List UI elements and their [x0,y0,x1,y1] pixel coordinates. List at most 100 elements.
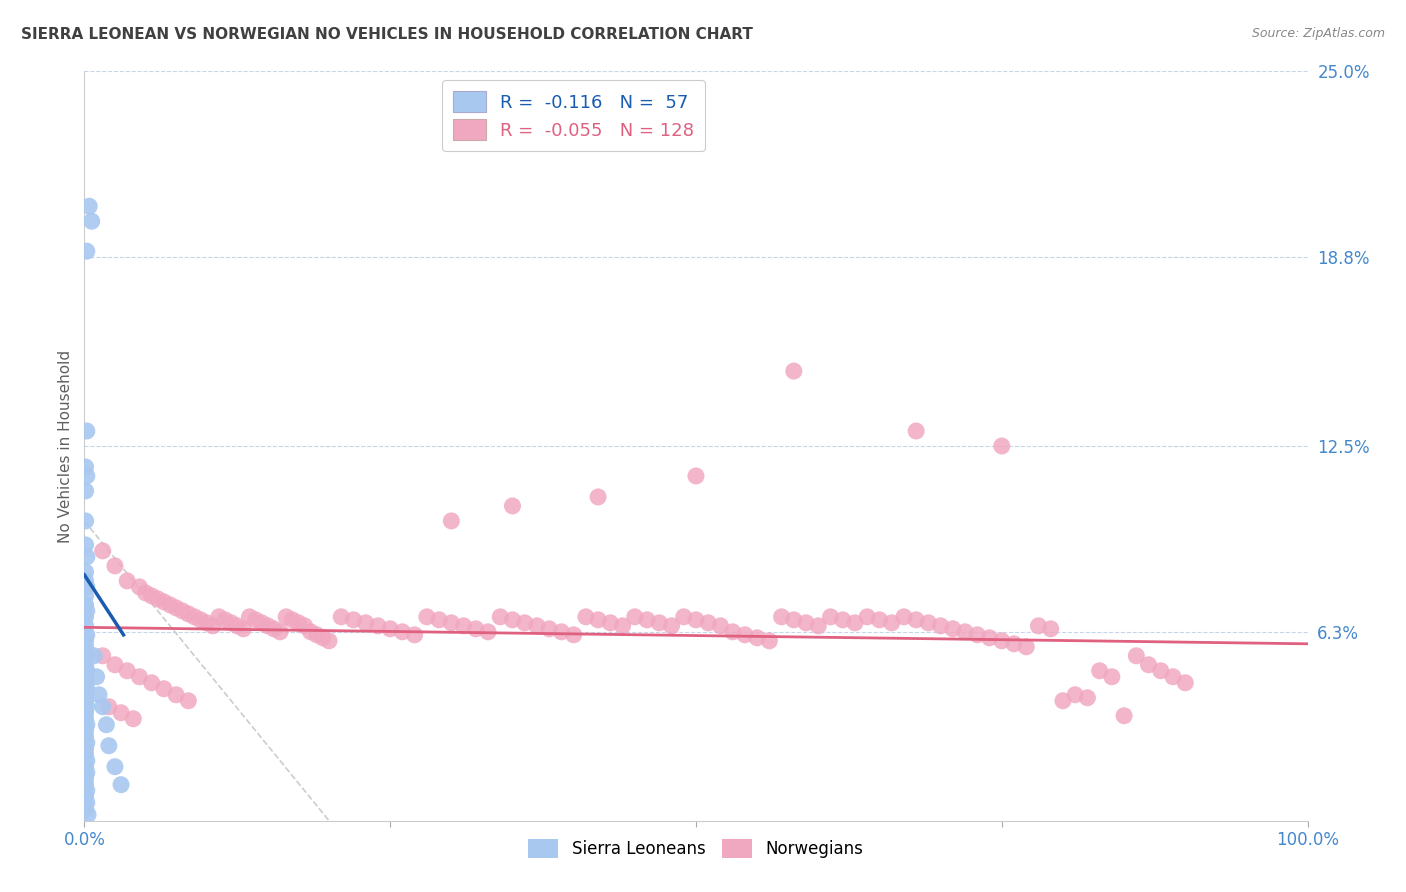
Point [226,619,249,633]
Point [238,610,260,624]
Point [75,772,97,786]
Point [75,712,97,726]
Point [831,613,853,627]
Point [76,469,98,483]
Point [91,544,114,558]
Point [75,514,97,528]
Point [177,607,200,621]
Point [929,619,952,633]
Point [953,624,976,639]
Point [159,598,181,612]
Point [75,652,97,666]
Point [76,549,98,564]
Point [165,600,187,615]
Point [190,613,212,627]
Point [135,586,157,600]
Point [783,364,806,378]
Point [1039,622,1062,636]
Point [586,613,609,627]
Point [76,628,98,642]
Point [758,633,780,648]
Point [991,633,1014,648]
Point [75,619,97,633]
Point [76,699,98,714]
Point [477,624,499,639]
Point [153,681,176,696]
Legend: Sierra Leoneans, Norwegians: Sierra Leoneans, Norwegians [522,832,870,864]
Point [115,664,138,678]
Point [75,802,97,816]
Point [76,765,98,780]
Point [87,688,110,702]
Point [75,483,97,498]
Point [624,610,647,624]
Point [1015,640,1038,654]
Point [942,622,965,636]
Point [880,615,903,630]
Point [391,624,413,639]
Point [276,610,298,624]
Point [75,688,97,702]
Point [807,619,830,633]
Point [165,688,187,702]
Point [794,615,817,630]
Point [245,613,267,627]
Point [76,736,98,750]
Point [86,670,108,684]
Point [1161,670,1184,684]
Point [550,624,572,639]
Point [76,754,98,768]
Point [905,424,928,438]
Point [599,615,621,630]
Text: Source: ZipAtlas.com: Source: ZipAtlas.com [1251,27,1385,40]
Point [979,631,1001,645]
Point [76,681,98,696]
Point [75,589,97,603]
Point [77,199,100,213]
Point [91,699,114,714]
Point [269,624,291,639]
Point [844,615,866,630]
Point [110,778,132,792]
Point [183,610,205,624]
Point [1114,708,1136,723]
Point [427,613,450,627]
Point [1137,657,1160,672]
Point [502,499,524,513]
Point [893,610,915,624]
Point [820,610,842,624]
Point [104,760,127,774]
Point [636,613,658,627]
Point [513,615,536,630]
Point [75,565,97,579]
Point [76,783,98,797]
Point [141,589,163,603]
Point [96,717,118,731]
Point [263,622,285,636]
Point [416,610,439,624]
Point [312,631,335,645]
Point [75,675,97,690]
Point [685,613,707,627]
Point [453,619,475,633]
Point [201,619,224,633]
Point [75,640,97,654]
Point [661,619,683,633]
Point [250,615,273,630]
Point [75,670,97,684]
Point [354,615,377,630]
Point [1052,694,1074,708]
Point [464,622,486,636]
Point [502,613,524,627]
Point [75,694,97,708]
Point [141,675,163,690]
Point [685,469,707,483]
Point [195,615,218,630]
Point [214,613,236,627]
Point [104,558,127,573]
Point [1002,637,1025,651]
Point [1150,664,1173,678]
Point [91,648,114,663]
Point [75,633,97,648]
Point [1125,648,1147,663]
